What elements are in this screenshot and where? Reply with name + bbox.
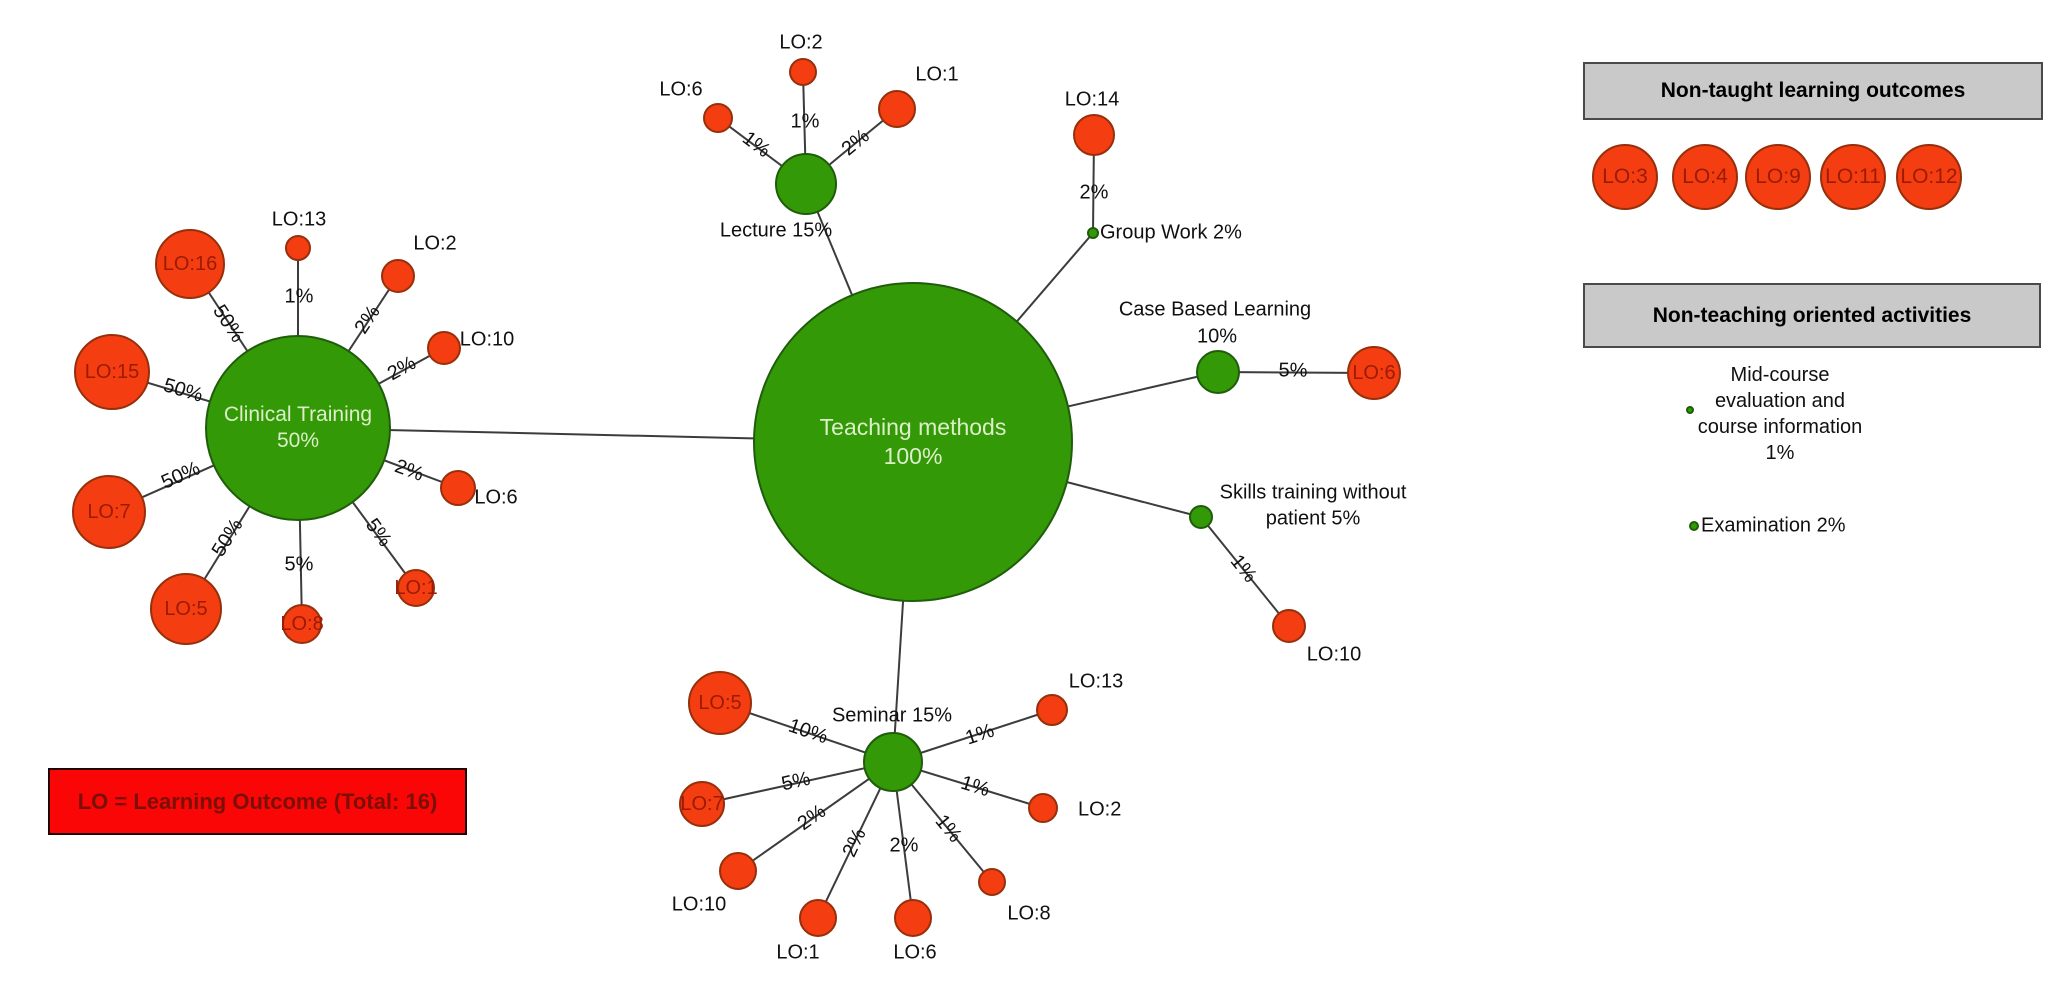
node-label-nt-lo4: LO:4 (1682, 164, 1728, 188)
node-ct-lo8: LO:8 (280, 604, 324, 644)
node-sem-lo13 (1036, 694, 1068, 726)
node-label-nt-lo12: LO:12 (1900, 164, 1958, 188)
label-skills-training-2: patient 5% (1265, 507, 1361, 530)
node-label-ct-lo16: LO:16 (162, 252, 218, 275)
node-label-cbl-lo6: LO:6 (1352, 361, 1396, 384)
node-ct-lo7: LO:7 (72, 475, 146, 549)
node-gw-lo14 (1073, 114, 1115, 156)
label-ct-lo10: LO:10 (459, 328, 515, 351)
non-taught-outcomes-title: Non-taught learning outcomes (1660, 79, 1966, 102)
node-ct-lo5: LO:5 (150, 573, 222, 645)
label-sk-lo10: LO:10 (1306, 643, 1362, 666)
edge-line (701, 761, 894, 805)
edge-line (1200, 516, 1290, 627)
label-case-based-learning: Case Based Learning (1118, 298, 1312, 321)
edge-label: 5% (284, 553, 314, 576)
node-sem-lo10 (719, 852, 757, 890)
node-sem-lo5: LO:5 (688, 671, 752, 735)
label-seminar: Seminar 15% (831, 704, 953, 727)
node-sem-lo8 (978, 868, 1006, 896)
node-lec-lo2 (789, 58, 817, 86)
label-sem-lo1: LO:1 (776, 941, 820, 964)
node-ct-lo10 (427, 331, 461, 365)
node-seminar (863, 732, 923, 792)
label-skills-training-1: Skills training without (1219, 481, 1407, 504)
node-ct-lo6 (440, 470, 476, 506)
node-sem-lo7: LO:7 (679, 781, 725, 827)
node-nt-lo11: LO:11 (1820, 144, 1886, 210)
label-sem-lo6: LO:6 (893, 941, 937, 964)
node-nt-lo12: LO:12 (1896, 144, 1962, 210)
legend-box: LO = Learning Outcome (Total: 16) (48, 768, 467, 835)
mid-course-line: evaluation and (1714, 390, 1846, 412)
node-nt-lo3: LO:3 (1592, 144, 1658, 210)
node-ct-lo13 (285, 235, 311, 261)
examination-label: Examination 2% (1701, 514, 1846, 537)
node-skills-training (1189, 505, 1213, 529)
node-label-ct-lo8: LO:8 (280, 612, 324, 635)
label-lec-lo2: LO:2 (779, 31, 823, 54)
node-label-sem-lo7: LO:7 (680, 792, 724, 815)
edge-label: 2% (889, 834, 919, 857)
node-ct-lo15: LO:15 (74, 334, 150, 410)
label-group-work: Group Work 2% (1100, 221, 1242, 244)
label-lec-lo1: LO:1 (915, 63, 959, 86)
non-teaching-activities-title: Non-teaching oriented activities (1652, 303, 1972, 327)
node-label-nt-lo3: LO:3 (1602, 164, 1648, 188)
label-lec-lo6: LO:6 (659, 78, 703, 101)
node-label-ct-lo1: LO:1 (394, 576, 438, 599)
label-sem-lo8: LO:8 (1007, 902, 1051, 925)
edge-label: 1% (284, 285, 314, 308)
mid-course-line: Mid-course (1730, 364, 1830, 386)
label-lecture: Lecture 15% (719, 219, 833, 242)
node-teaching-methods: Teaching methods 100% (753, 282, 1073, 602)
legend-text: LO = Learning Outcome (Total: 16) (77, 788, 438, 814)
non-taught-outcomes-header: Non-taught learning outcomes (1583, 62, 2043, 120)
edge-line (737, 761, 894, 872)
edge-label: 5% (1278, 359, 1308, 382)
node-nt-lo9: LO:9 (1745, 144, 1811, 210)
node-case-based-learning (1196, 350, 1240, 394)
label-ct-lo13: LO:13 (271, 208, 327, 231)
mid-course-line: 1% (1765, 442, 1795, 464)
edge-label: 1% (790, 110, 820, 133)
node-label-sem-lo5: LO:5 (698, 691, 742, 714)
node-cbl-lo6: LO:6 (1347, 346, 1401, 400)
mid-course-label: Mid-course evaluation and course informa… (1640, 362, 1920, 466)
node-ct-lo1: LO:1 (394, 569, 438, 607)
node-sem-lo1 (799, 899, 837, 937)
node-label-nt-lo9: LO:9 (1755, 164, 1801, 188)
node-lecture (775, 153, 837, 215)
node-nt-lo4: LO:4 (1672, 144, 1738, 210)
node-mid-course-dot (1686, 406, 1694, 414)
node-label-ct-lo5: LO:5 (164, 597, 208, 620)
node-label-ct-lo7: LO:7 (87, 500, 131, 523)
node-lec-lo6 (703, 103, 733, 133)
label-ct-lo2: LO:2 (413, 232, 457, 255)
node-lec-lo1 (878, 90, 916, 128)
mid-course-line: course information (1697, 416, 1863, 438)
label-sem-lo2: LO:2 (1078, 798, 1122, 821)
node-label-teaching-methods: Teaching methods 100% (819, 414, 1007, 469)
label-sem-lo13: LO:13 (1068, 670, 1124, 693)
node-ct-lo16: LO:16 (155, 229, 225, 299)
label-gw-lo14: LO:14 (1064, 88, 1120, 111)
node-label-clinical-training: Clinical Training 50% (223, 402, 373, 452)
node-sk-lo10 (1272, 609, 1306, 643)
node-group-work (1087, 227, 1099, 239)
non-teaching-activities-header: Non-teaching oriented activities (1583, 283, 2041, 348)
label-ct-lo6: LO:6 (474, 486, 518, 509)
node-clinical-training: Clinical Training 50% (205, 335, 391, 521)
node-label-ct-lo15: LO:15 (84, 360, 140, 383)
node-sem-lo6 (894, 899, 932, 937)
node-label-nt-lo11: LO:11 (1825, 164, 1881, 188)
node-ct-lo2 (381, 259, 415, 293)
label-sem-lo10: LO:10 (671, 893, 727, 916)
edge-label: 2% (1079, 181, 1109, 204)
node-sem-lo2 (1028, 793, 1058, 823)
node-examination-dot (1689, 521, 1699, 531)
label-case-based-learning-pct: 10% (1196, 325, 1238, 348)
